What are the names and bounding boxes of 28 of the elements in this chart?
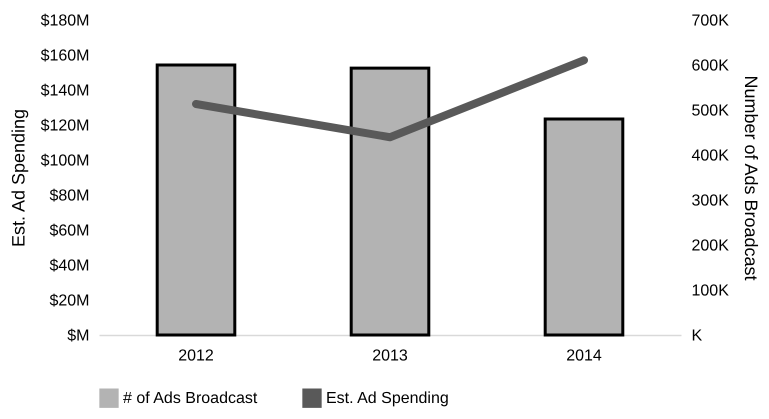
y-tick-label: $100M — [40, 152, 90, 170]
y-tick-label: $40M — [49, 258, 90, 274]
x-tick-label: 2012 — [178, 348, 214, 364]
bar — [156, 64, 236, 336]
y-tick-label: $160M — [40, 48, 90, 64]
x-tick-label: 2014 — [566, 348, 602, 364]
y2-axis-title: Number of Ads Broadcast — [740, 75, 761, 281]
y-tick-label: $120M — [40, 118, 90, 134]
bar — [350, 66, 430, 336]
y2-tick-label: 700K — [692, 12, 730, 30]
y-tick-label: $M — [67, 328, 90, 344]
y2-tick-label: 400K — [692, 148, 730, 164]
y-tick-label: $20M — [49, 292, 90, 310]
y2-tick-label: 600K — [692, 58, 730, 74]
y2-tick-label: K — [692, 328, 702, 344]
y-tick-label: $140M — [40, 82, 90, 100]
x-tick-label: 2013 — [372, 348, 408, 364]
legend-label: Est. Ad Spending — [326, 390, 449, 408]
y-tick-label: $80M — [49, 188, 90, 204]
y2-tick-label: 200K — [692, 238, 730, 254]
bar — [544, 118, 624, 336]
y-tick-label: $180M — [40, 12, 90, 30]
legend-label: # of Ads Broadcast — [123, 390, 258, 408]
y-axis-title: Est. Ad Spending — [8, 108, 29, 248]
y2-tick-label: 300K — [692, 192, 730, 210]
y2-tick-label: 100K — [692, 282, 730, 300]
y2-tick-label: 500K — [692, 102, 730, 120]
y-tick-label: $60M — [49, 222, 90, 240]
